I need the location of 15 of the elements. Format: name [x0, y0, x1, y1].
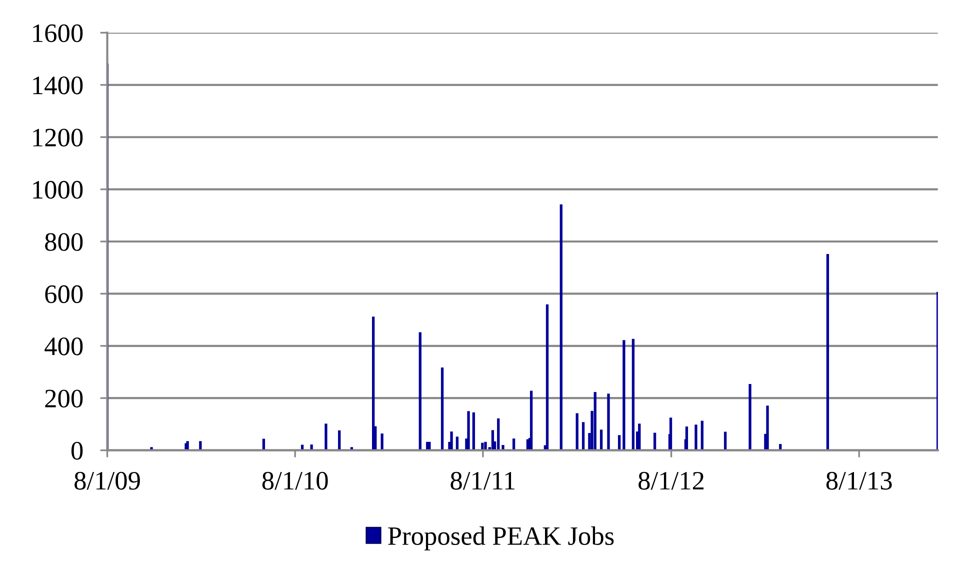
x-tick-label: 8/1/11 — [450, 472, 515, 490]
y-tick-label: 200 — [45, 390, 83, 408]
legend-label: Proposed PEAK Jobs — [388, 526, 614, 550]
y-tick-label: 1400 — [33, 76, 83, 94]
x-tick-label: 8/1/10 — [262, 472, 328, 490]
y-tick-label: 800 — [45, 233, 83, 251]
y-tick-label: 0 — [71, 442, 83, 460]
x-tick-label: 8/1/09 — [74, 472, 140, 490]
y-tick-label: 600 — [45, 285, 83, 304]
y-tick-label: 1200 — [33, 128, 83, 147]
y-tick-label: 1600 — [33, 24, 83, 42]
y-tick-label: 400 — [44, 338, 83, 356]
y-tick-label: 1000 — [33, 180, 83, 199]
x-tick-label: 8/1/13 — [826, 472, 892, 490]
x-tick-label: 8/1/12 — [638, 472, 704, 490]
